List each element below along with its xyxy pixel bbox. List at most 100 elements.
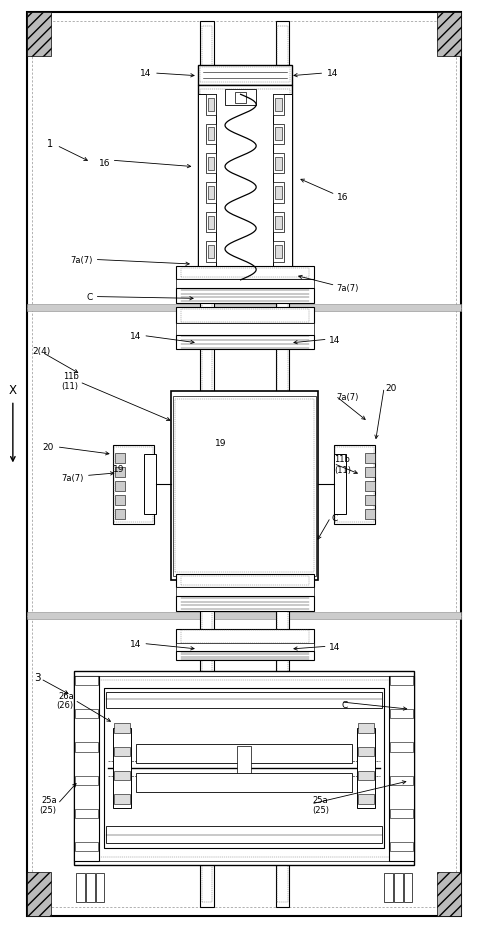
Bar [176,289,314,303]
Bar [389,677,414,860]
Text: 2(4): 2(4) [32,346,51,355]
Bar [176,597,314,612]
Bar [198,66,292,86]
Bar [384,872,393,902]
Bar [207,128,214,141]
Text: C: C [87,292,93,302]
Bar [27,13,461,916]
Bar [176,279,314,289]
Bar [437,871,461,916]
Bar [115,468,125,478]
Bar [32,22,456,907]
Bar [202,27,212,902]
Text: 19: 19 [113,464,125,473]
Bar [115,509,125,520]
Bar [27,13,51,58]
Bar [113,445,154,524]
Bar [365,482,375,492]
Text: 20: 20 [43,443,54,452]
Bar [181,576,309,586]
Bar [181,309,309,322]
Text: 7a(7): 7a(7) [336,283,359,292]
Text: 1: 1 [47,139,53,149]
Bar [275,99,282,112]
Text: (25): (25) [312,806,329,814]
Bar [273,96,292,290]
Bar [200,90,290,295]
Text: 19: 19 [215,438,226,447]
Bar [74,672,414,865]
Bar [207,216,214,229]
Bar [198,86,292,299]
Bar [335,447,374,522]
Bar [207,246,214,259]
Bar [277,27,288,902]
Bar [275,158,282,171]
Bar [225,271,256,288]
Bar [207,275,214,288]
Bar [176,574,314,587]
Bar [106,826,382,843]
Bar [106,692,382,709]
Text: 26a: 26a [58,691,74,700]
Bar [365,496,375,506]
Bar [115,496,125,506]
Bar [390,809,413,818]
Text: 7a(7): 7a(7) [71,255,93,264]
Bar [176,587,314,597]
Bar [181,268,309,277]
Bar [176,629,314,646]
Bar [273,271,284,291]
Bar [390,742,413,752]
Bar [394,872,403,902]
Bar [273,96,284,116]
Text: 7a(7): 7a(7) [61,473,83,483]
Bar [365,509,375,520]
Bar [235,274,246,285]
Bar [176,307,314,324]
Bar [175,400,314,573]
Text: 14: 14 [130,639,142,649]
Bar [176,651,314,661]
Text: C: C [331,513,338,522]
Bar [275,128,282,141]
Bar [357,728,375,808]
Bar [334,455,346,515]
Bar [176,324,314,335]
Text: 11b: 11b [334,455,350,464]
Text: (11): (11) [61,381,79,391]
Text: (11): (11) [334,465,351,474]
Bar [114,794,130,804]
Bar [75,742,98,752]
Bar [390,677,413,686]
Bar [275,216,282,229]
Bar [358,771,374,780]
Bar [205,183,216,203]
Text: 14: 14 [329,642,341,651]
Bar [273,213,284,233]
Bar [144,455,157,515]
Text: 25a: 25a [312,795,328,804]
Bar [176,644,314,653]
Text: 14: 14 [130,331,142,341]
Bar [390,709,413,718]
Bar [114,771,130,780]
Bar [276,22,289,907]
Bar [273,183,284,203]
Bar [27,612,461,620]
Bar [171,392,319,581]
Bar [198,96,216,290]
Bar [207,158,214,171]
Text: 25a: 25a [41,795,57,804]
Bar [75,809,98,818]
Bar [173,396,316,576]
Bar [181,631,309,644]
Text: (26): (26) [57,701,74,709]
Text: 16: 16 [336,193,348,201]
Text: 14: 14 [140,70,152,78]
Text: (25): (25) [40,806,57,814]
Text: C: C [341,701,347,709]
Bar [205,271,216,291]
Bar [205,96,216,116]
Bar [176,335,314,350]
